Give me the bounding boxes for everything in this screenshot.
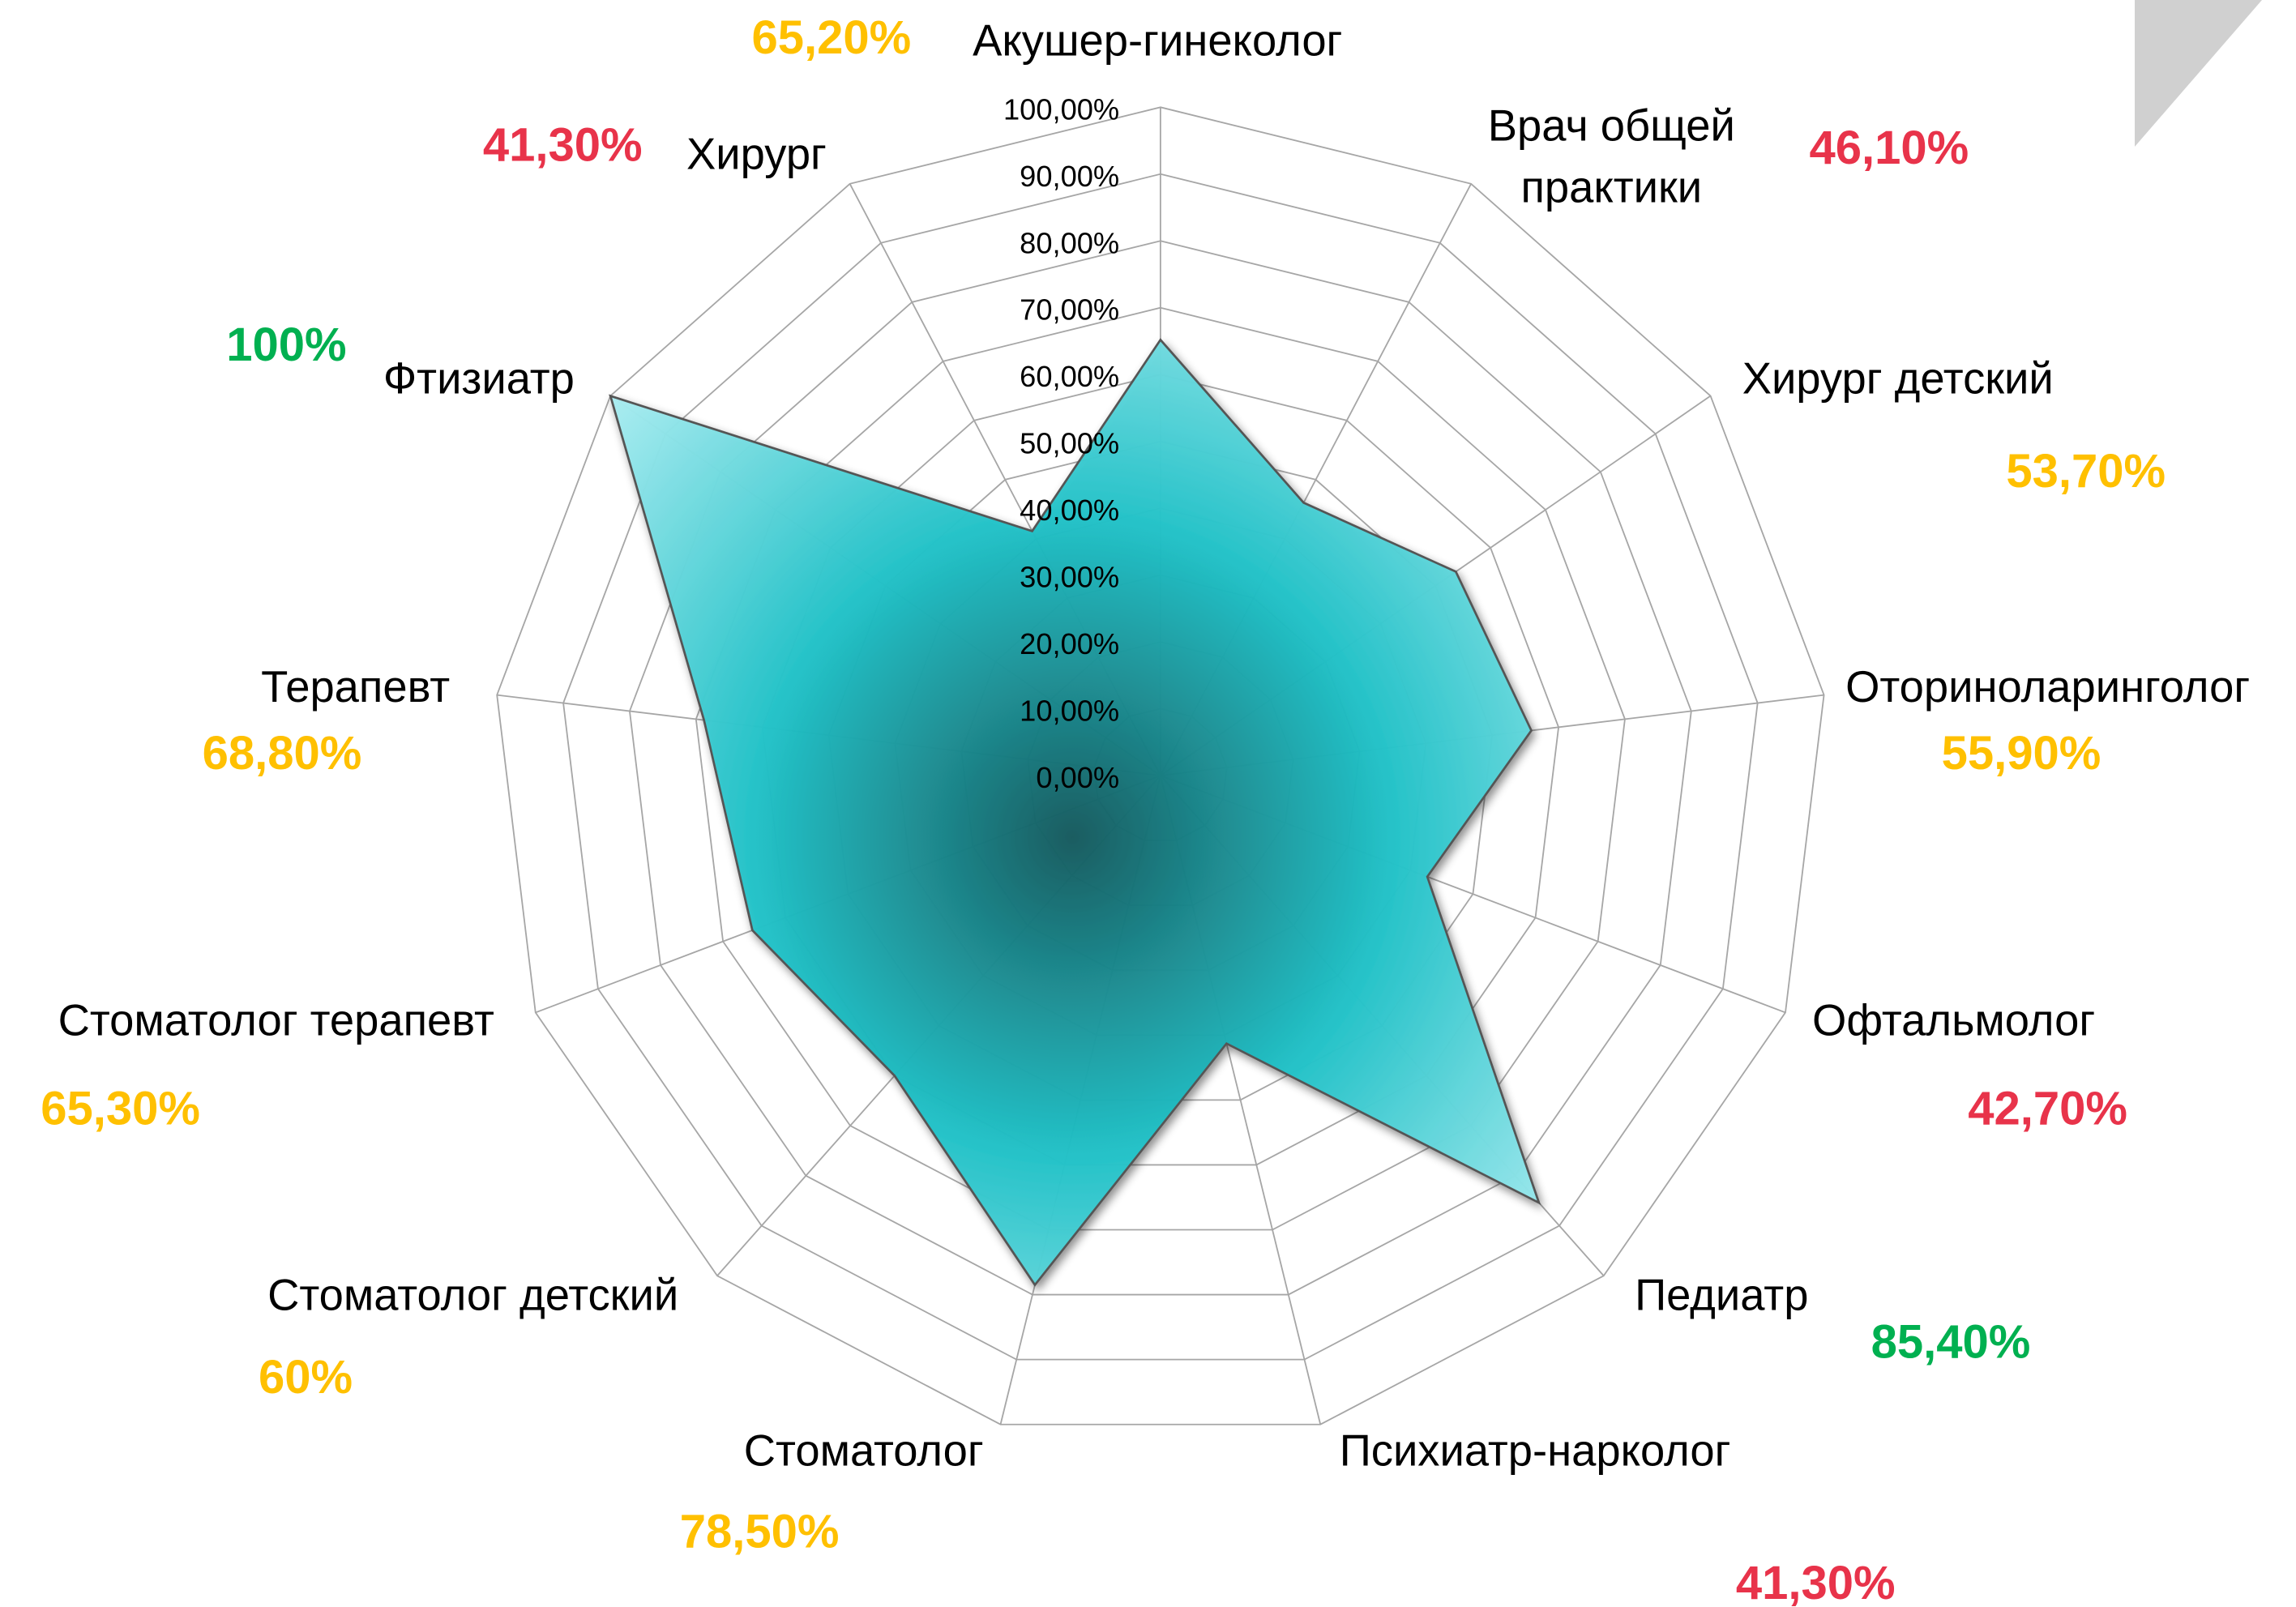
value-label: 42,70% [1968, 1082, 2127, 1135]
value-label: 85,40% [1871, 1316, 2031, 1369]
y-tick-label: 70,00% [1020, 293, 1119, 327]
value-label: 60% [259, 1351, 353, 1404]
y-tick-label: 20,00% [1020, 627, 1119, 660]
category-label: Оториноларинголог [1845, 662, 2250, 712]
y-tick-label: 90,00% [1020, 160, 1119, 193]
value-label: 100% [226, 318, 346, 371]
y-tick-label: 40,00% [1020, 494, 1119, 527]
value-label: 65,30% [41, 1082, 200, 1135]
value-label: 78,50% [680, 1505, 840, 1558]
value-label: 68,80% [203, 727, 362, 780]
category-label: Психиатр-нарколог [1340, 1426, 1731, 1476]
category-label: Стоматолог терапевт [58, 996, 494, 1045]
y-tick-label: 50,00% [1020, 427, 1119, 460]
category-label: Стоматолог детский [267, 1271, 678, 1320]
y-tick-label: 10,00% [1020, 695, 1119, 728]
category-label: Хирург [686, 129, 827, 178]
category-label: Акушер-гинеколог [973, 16, 1342, 66]
category-label: Фтизиатр [383, 354, 575, 404]
value-label: 46,10% [1810, 122, 1969, 174]
category-label: Терапевт [261, 662, 450, 712]
y-tick-label: 30,00% [1020, 561, 1119, 594]
y-tick-label: 80,00% [1020, 226, 1119, 259]
grid-ring [496, 106, 1825, 1425]
y-tick-label: 60,00% [1020, 360, 1119, 393]
value-label: 41,30% [1736, 1557, 1896, 1607]
value-label: 53,70% [2006, 445, 2166, 498]
category-label: Врач общей практики [1488, 101, 1735, 212]
value-label: 55,90% [1942, 727, 2101, 780]
category-label: Офтальмолог [1812, 996, 2095, 1045]
radar-plot: 0,00% 10,00% 20,00% 30,00% 40,00% 50,00% 60,00… [41, 11, 2250, 1607]
radar-area [609, 338, 1541, 1287]
corner-decoration [2135, 0, 2262, 147]
category-label: Педиатр [1635, 1271, 1808, 1320]
category-label: Хирург детский [1742, 354, 2054, 404]
value-label: 41,30% [483, 118, 643, 171]
y-tick-label: 0,00% [1036, 761, 1119, 794]
value-label: 65,20% [752, 11, 912, 64]
y-tick-label: 100,00% [1003, 92, 1119, 126]
category-label: Стоматолог [744, 1426, 984, 1476]
